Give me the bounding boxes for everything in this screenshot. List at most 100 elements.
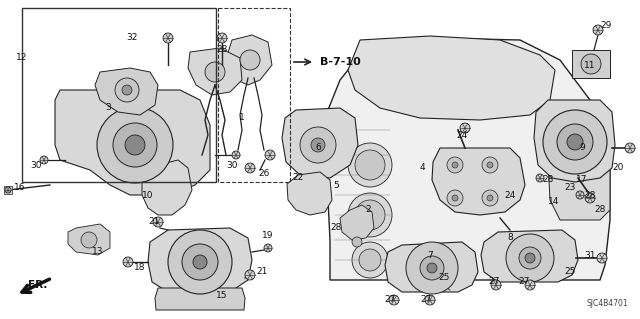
Text: 15: 15 bbox=[216, 292, 228, 300]
Circle shape bbox=[122, 85, 132, 95]
Polygon shape bbox=[95, 68, 158, 115]
Circle shape bbox=[232, 151, 240, 159]
Text: 27: 27 bbox=[488, 278, 500, 286]
Text: 18: 18 bbox=[134, 263, 146, 272]
Text: 7: 7 bbox=[427, 251, 433, 261]
Polygon shape bbox=[548, 140, 610, 220]
Circle shape bbox=[543, 110, 607, 174]
Text: 28: 28 bbox=[584, 191, 596, 201]
Bar bbox=[4, 186, 12, 194]
Polygon shape bbox=[142, 160, 192, 215]
Circle shape bbox=[205, 62, 225, 82]
Text: 30: 30 bbox=[30, 161, 42, 170]
Circle shape bbox=[581, 54, 601, 74]
Circle shape bbox=[389, 295, 399, 305]
Circle shape bbox=[420, 256, 444, 280]
Polygon shape bbox=[385, 242, 478, 292]
Circle shape bbox=[525, 280, 535, 290]
Polygon shape bbox=[188, 48, 242, 95]
Circle shape bbox=[5, 187, 11, 193]
Circle shape bbox=[97, 107, 173, 183]
Circle shape bbox=[245, 270, 255, 280]
Polygon shape bbox=[282, 108, 358, 178]
Polygon shape bbox=[348, 36, 555, 120]
Circle shape bbox=[406, 242, 458, 294]
Circle shape bbox=[557, 124, 593, 160]
Circle shape bbox=[81, 232, 97, 248]
Circle shape bbox=[348, 193, 392, 237]
Text: 21: 21 bbox=[148, 218, 160, 226]
Polygon shape bbox=[534, 100, 615, 182]
Circle shape bbox=[487, 195, 493, 201]
Text: 28: 28 bbox=[330, 224, 342, 233]
Bar bbox=[572, 50, 610, 78]
Polygon shape bbox=[481, 230, 578, 282]
Text: 28: 28 bbox=[595, 205, 605, 214]
Circle shape bbox=[525, 253, 535, 263]
Circle shape bbox=[506, 234, 554, 282]
Text: 10: 10 bbox=[142, 191, 154, 201]
Circle shape bbox=[311, 138, 325, 152]
Text: 17: 17 bbox=[576, 175, 588, 184]
Text: 23: 23 bbox=[564, 183, 576, 192]
Text: 28: 28 bbox=[216, 46, 228, 55]
Text: 25: 25 bbox=[438, 273, 450, 283]
Circle shape bbox=[163, 33, 173, 43]
Polygon shape bbox=[432, 148, 525, 215]
Circle shape bbox=[447, 190, 463, 206]
Text: 16: 16 bbox=[14, 183, 26, 192]
Circle shape bbox=[113, 123, 157, 167]
Circle shape bbox=[264, 244, 272, 252]
Circle shape bbox=[425, 295, 435, 305]
Circle shape bbox=[576, 191, 584, 199]
Circle shape bbox=[491, 280, 501, 290]
Polygon shape bbox=[326, 38, 610, 280]
Circle shape bbox=[348, 143, 392, 187]
Circle shape bbox=[352, 237, 362, 247]
Circle shape bbox=[240, 50, 260, 70]
Circle shape bbox=[123, 257, 133, 267]
Circle shape bbox=[153, 217, 163, 227]
Bar bbox=[218, 8, 290, 182]
Polygon shape bbox=[148, 228, 252, 292]
Text: 26: 26 bbox=[259, 169, 269, 179]
Circle shape bbox=[519, 247, 541, 269]
Circle shape bbox=[125, 135, 145, 155]
Circle shape bbox=[300, 127, 336, 163]
Text: 25: 25 bbox=[564, 268, 576, 277]
Text: 21: 21 bbox=[256, 268, 268, 277]
Text: 11: 11 bbox=[584, 62, 596, 70]
Circle shape bbox=[597, 253, 607, 263]
Circle shape bbox=[182, 244, 218, 280]
Circle shape bbox=[355, 150, 385, 180]
Circle shape bbox=[482, 190, 498, 206]
Circle shape bbox=[625, 143, 635, 153]
Bar bbox=[22, 8, 216, 182]
Circle shape bbox=[487, 162, 493, 168]
Circle shape bbox=[40, 156, 48, 164]
Circle shape bbox=[482, 157, 498, 173]
Text: 1: 1 bbox=[239, 114, 245, 122]
Text: 27: 27 bbox=[384, 295, 396, 305]
Text: 13: 13 bbox=[92, 248, 104, 256]
Text: 22: 22 bbox=[292, 174, 303, 182]
Text: 20: 20 bbox=[612, 164, 624, 173]
Text: 31: 31 bbox=[584, 251, 596, 261]
Circle shape bbox=[193, 255, 207, 269]
Circle shape bbox=[245, 163, 255, 173]
Text: FR.: FR. bbox=[28, 280, 47, 290]
Circle shape bbox=[355, 200, 385, 230]
Circle shape bbox=[452, 195, 458, 201]
Text: 8: 8 bbox=[507, 234, 513, 242]
Circle shape bbox=[460, 123, 470, 133]
Circle shape bbox=[593, 25, 603, 35]
Text: B-7-10: B-7-10 bbox=[320, 57, 361, 67]
Text: SJC4B4701: SJC4B4701 bbox=[586, 299, 628, 308]
Text: 12: 12 bbox=[16, 54, 28, 63]
Text: 30: 30 bbox=[227, 161, 237, 170]
Polygon shape bbox=[55, 90, 210, 195]
Text: 28: 28 bbox=[542, 175, 554, 184]
Text: 2: 2 bbox=[365, 205, 371, 214]
Text: 27: 27 bbox=[420, 295, 432, 305]
Polygon shape bbox=[340, 205, 374, 240]
